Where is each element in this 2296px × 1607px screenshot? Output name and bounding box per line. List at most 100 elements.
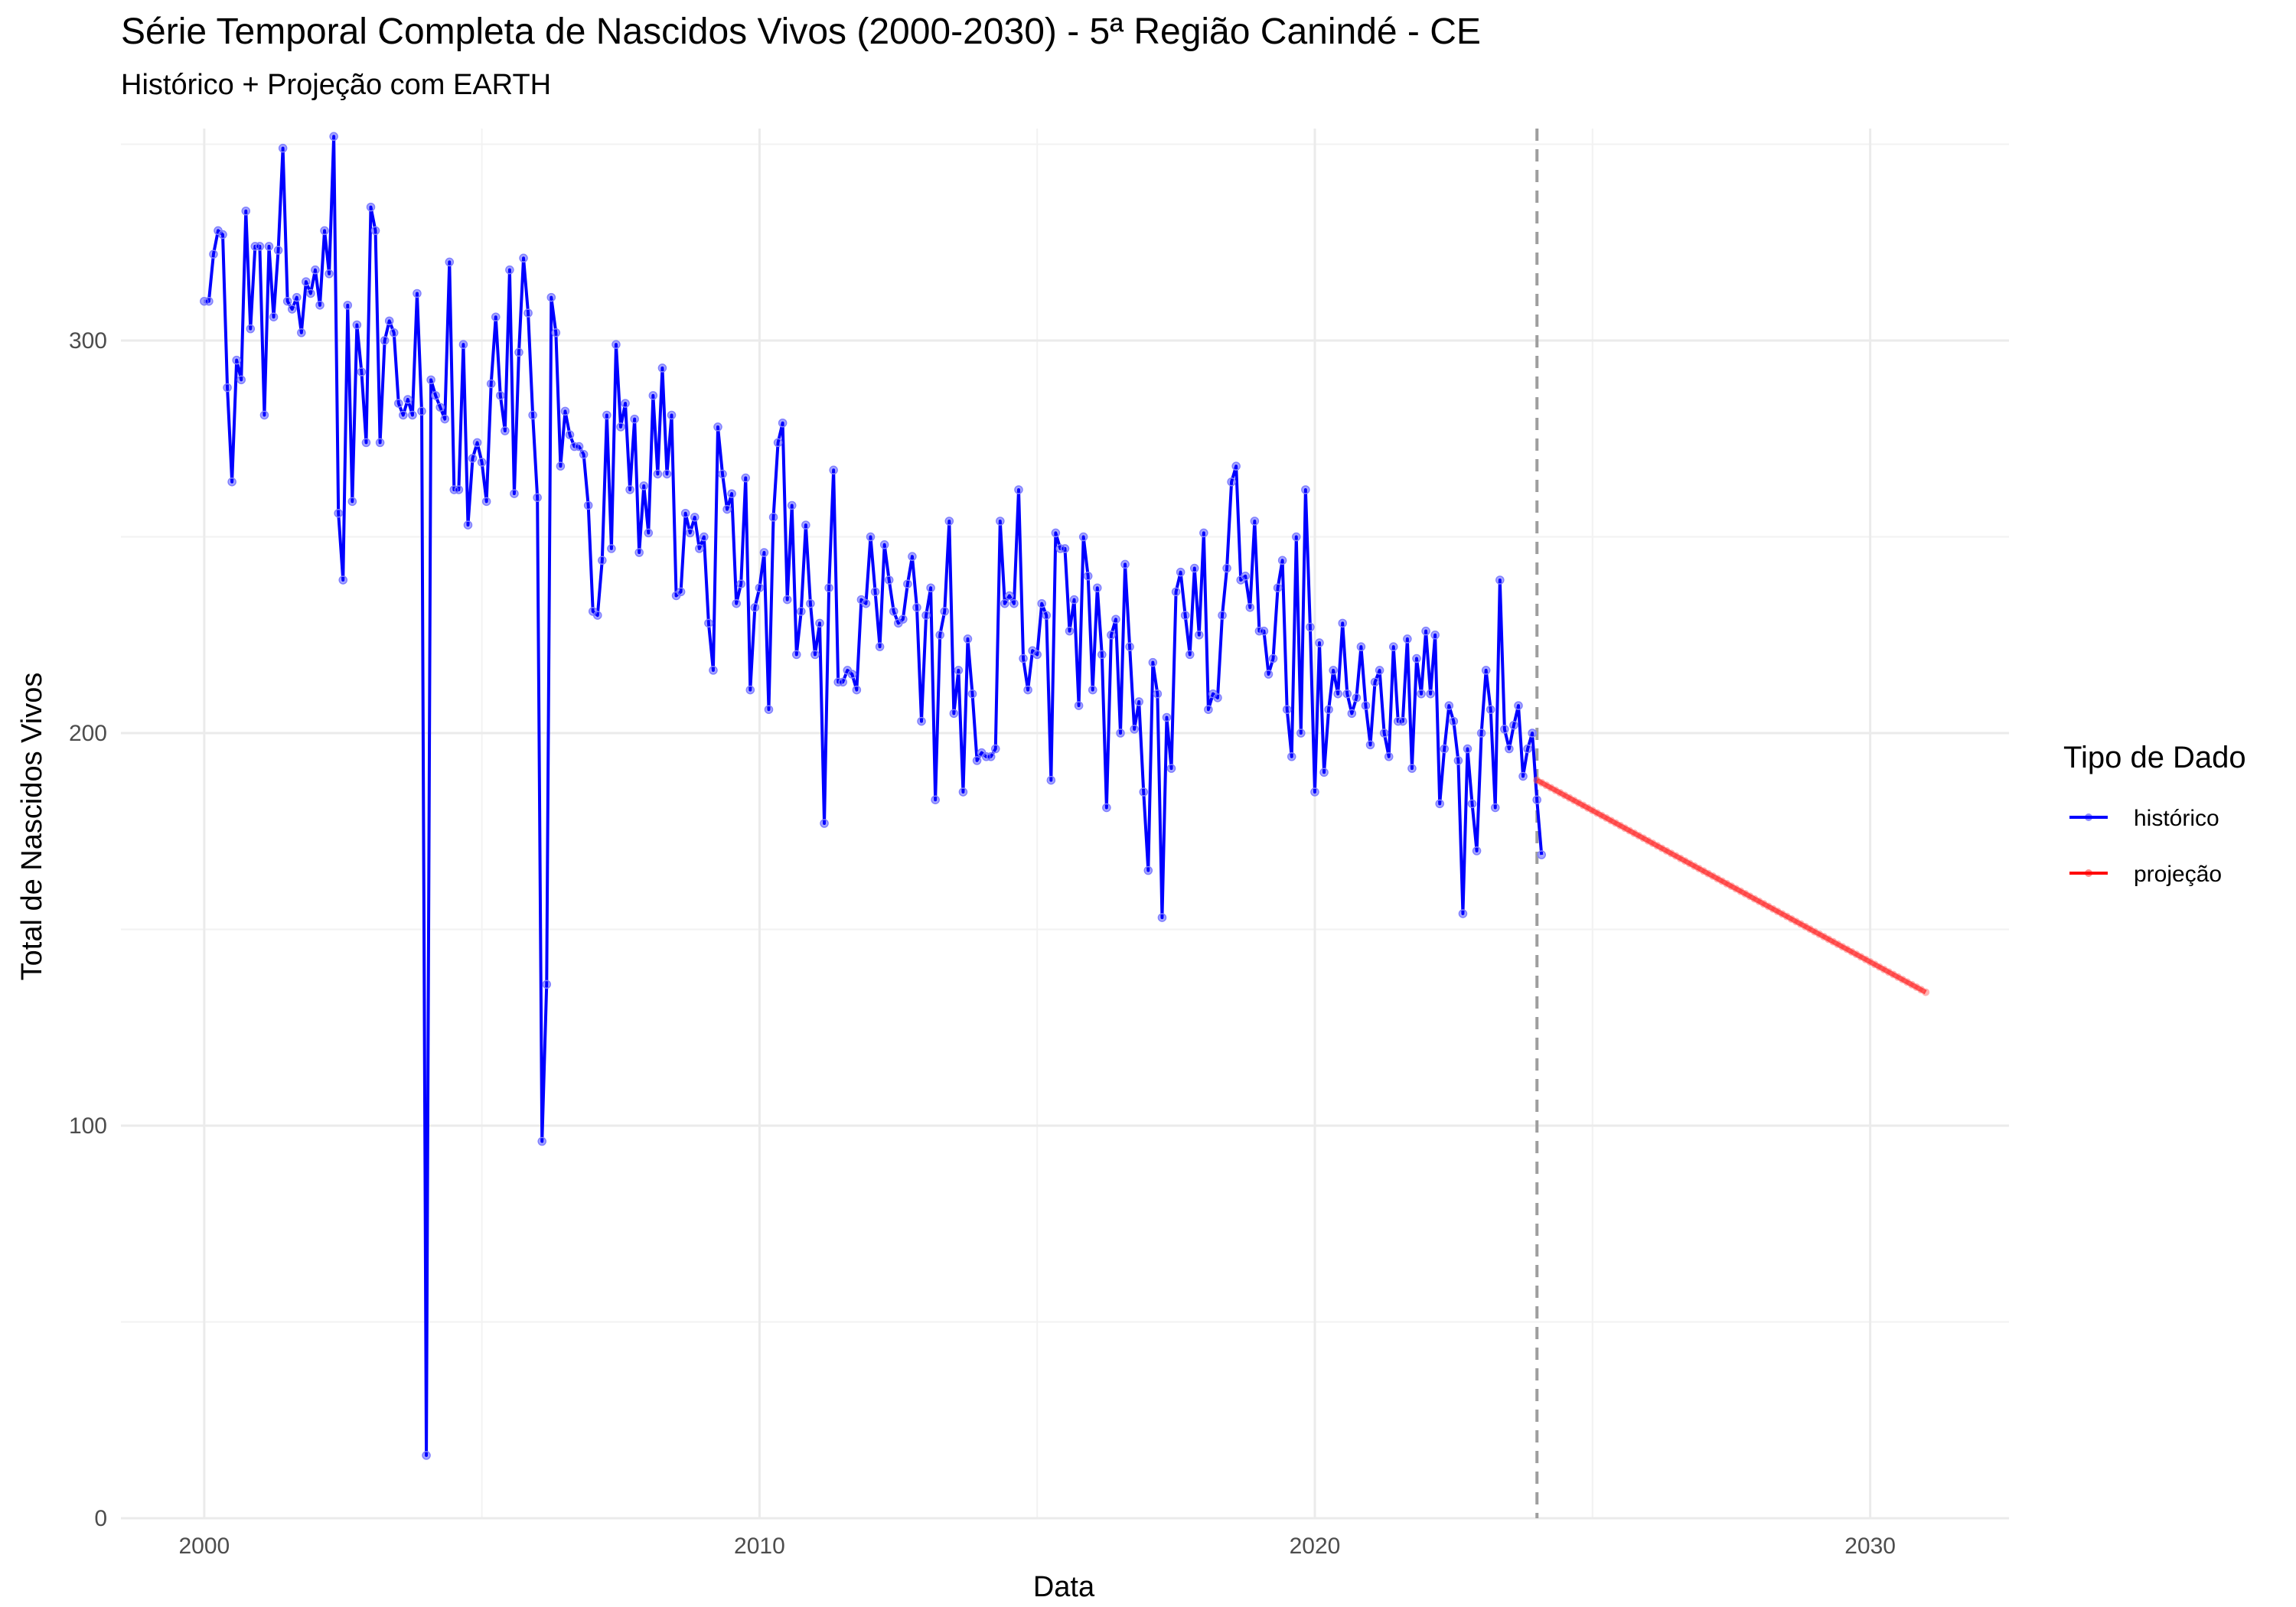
data-point-historico bbox=[912, 603, 921, 612]
data-point-historico bbox=[1185, 650, 1195, 660]
series-projecao bbox=[1533, 776, 1930, 996]
data-point-historico bbox=[1130, 725, 1139, 734]
data-point-historico bbox=[1019, 654, 1028, 663]
data-point-historico bbox=[630, 414, 639, 424]
data-point-historico bbox=[996, 517, 1005, 526]
data-point-historico bbox=[1042, 611, 1052, 620]
data-point-historico bbox=[1292, 532, 1301, 542]
data-point-historico bbox=[1403, 634, 1412, 644]
legend-label-historico: histórico bbox=[2134, 806, 2219, 831]
y-axis-ticks: 0 100 200 300 bbox=[69, 328, 107, 1531]
data-point-historico bbox=[1370, 677, 1380, 687]
data-point-historico bbox=[1449, 716, 1459, 726]
data-point-projecao bbox=[1922, 988, 1930, 996]
data-point-historico bbox=[440, 414, 449, 424]
data-point-historico bbox=[1412, 654, 1421, 663]
data-point-historico bbox=[797, 607, 806, 616]
data-point-historico bbox=[445, 257, 455, 267]
data-point-historico bbox=[1518, 771, 1528, 781]
data-point-historico bbox=[921, 611, 931, 620]
data-point-historico bbox=[223, 383, 232, 393]
data-point-historico bbox=[704, 618, 713, 628]
data-point-historico bbox=[768, 513, 778, 522]
data-point-historico bbox=[264, 242, 274, 251]
data-point-historico bbox=[954, 666, 964, 675]
data-point-historico bbox=[375, 438, 385, 448]
data-point-historico bbox=[861, 598, 871, 608]
data-point-historico bbox=[583, 500, 593, 510]
data-point-historico bbox=[944, 517, 954, 526]
data-point-historico bbox=[236, 375, 246, 385]
data-point-historico bbox=[1491, 803, 1500, 813]
data-point-historico bbox=[820, 819, 829, 828]
data-point-historico bbox=[759, 548, 769, 557]
data-point-historico bbox=[1218, 611, 1227, 620]
data-point-historico bbox=[366, 202, 376, 212]
data-point-historico bbox=[653, 469, 663, 479]
data-point-historico bbox=[676, 587, 686, 597]
data-point-historico bbox=[1162, 712, 1172, 722]
data-point-historico bbox=[889, 607, 899, 616]
data-point-historico bbox=[1458, 909, 1468, 918]
data-point-historico bbox=[1495, 575, 1505, 585]
x-tick-label: 2020 bbox=[1290, 1534, 1341, 1559]
chart-title: Série Temporal Completa de Nascidos Vivo… bbox=[121, 11, 1481, 52]
data-point-historico bbox=[320, 226, 329, 236]
data-point-historico bbox=[417, 406, 426, 416]
data-point-historico bbox=[1125, 642, 1134, 651]
data-point-historico bbox=[403, 395, 413, 404]
data-point-historico bbox=[792, 650, 801, 660]
data-point-historico bbox=[1324, 705, 1333, 714]
data-point-historico bbox=[477, 458, 487, 467]
x-axis-title: Data bbox=[1033, 1571, 1095, 1603]
data-point-historico bbox=[514, 347, 523, 357]
data-point-historico bbox=[778, 419, 788, 428]
data-point-historico bbox=[782, 595, 792, 605]
data-point-historico bbox=[1509, 721, 1518, 730]
data-point-historico bbox=[1088, 685, 1097, 695]
data-point-historico bbox=[958, 787, 968, 797]
data-point-historico bbox=[1333, 689, 1342, 699]
grid-major-lines bbox=[121, 129, 2009, 1520]
data-point-historico bbox=[1435, 799, 1444, 809]
data-point-historico bbox=[1037, 598, 1046, 608]
data-point-historico bbox=[255, 242, 265, 251]
data-point-historico bbox=[1352, 693, 1362, 702]
data-point-historico bbox=[1319, 768, 1329, 777]
data-point-historico bbox=[991, 744, 1000, 754]
data-point-historico bbox=[680, 508, 690, 518]
data-point-historico bbox=[297, 328, 306, 337]
data-point-historico bbox=[458, 340, 468, 349]
data-point-historico bbox=[1277, 556, 1287, 566]
data-point-historico bbox=[1384, 752, 1394, 761]
data-point-historico bbox=[565, 430, 575, 439]
data-point-historico bbox=[1231, 461, 1241, 471]
data-point-historico bbox=[935, 631, 944, 640]
legend-point-historico bbox=[2085, 813, 2092, 821]
data-point-historico bbox=[1241, 572, 1251, 581]
data-point-historico bbox=[292, 292, 302, 302]
data-point-historico bbox=[736, 579, 745, 588]
data-point-historico bbox=[634, 548, 644, 557]
data-point-historico bbox=[1296, 729, 1306, 738]
data-point-historico bbox=[722, 504, 732, 514]
data-point-historico bbox=[431, 391, 440, 400]
data-point-historico bbox=[690, 513, 700, 522]
data-point-historico bbox=[505, 265, 514, 275]
data-point-historico bbox=[1120, 559, 1130, 569]
data-point-historico bbox=[1166, 764, 1176, 773]
data-point-historico bbox=[1407, 764, 1417, 773]
data-point-historico bbox=[838, 677, 847, 687]
data-point-historico bbox=[1532, 795, 1541, 804]
data-point-historico bbox=[866, 532, 876, 542]
data-point-historico bbox=[1195, 631, 1204, 640]
data-point-historico bbox=[662, 469, 672, 479]
data-point-historico bbox=[218, 230, 227, 240]
data-point-historico bbox=[574, 442, 584, 451]
data-point-historico bbox=[232, 355, 241, 365]
data-point-historico bbox=[931, 795, 940, 804]
data-point-historico bbox=[639, 481, 648, 491]
data-point-historico bbox=[302, 277, 311, 286]
data-point-historico bbox=[1083, 572, 1093, 581]
data-point-historico bbox=[1356, 642, 1366, 651]
